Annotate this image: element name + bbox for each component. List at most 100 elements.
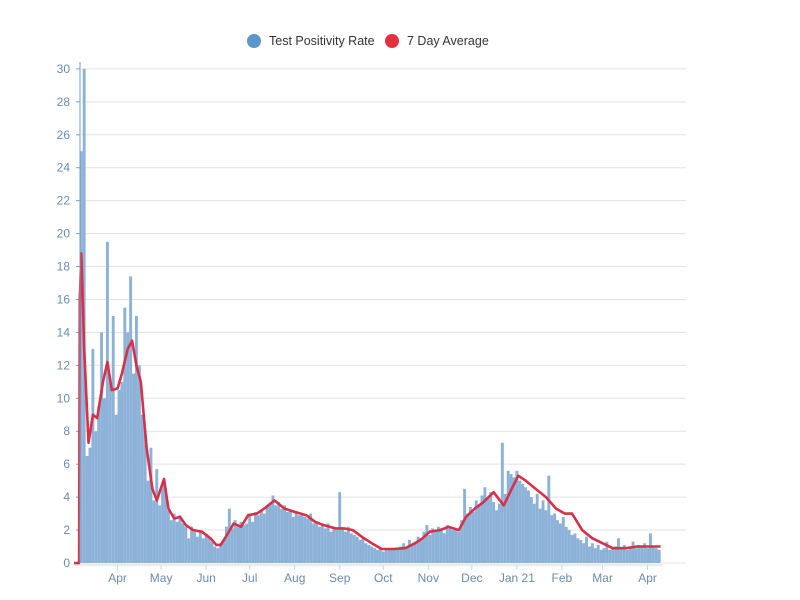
positivity-bar [341, 528, 345, 563]
x-tick-label: Dec [461, 571, 482, 585]
positivity-bar [146, 480, 150, 563]
bar-series [79, 68, 661, 564]
positivity-bar [271, 495, 275, 563]
positivity-bar [410, 544, 414, 563]
legend-item-positivity[interactable]: Test Positivity Rate [247, 34, 375, 48]
y-tick-label: 12 [57, 358, 71, 372]
positivity-bar [239, 521, 243, 563]
legend: Test Positivity Rate 7 Day Average [247, 34, 489, 48]
positivity-bar [161, 483, 165, 563]
positivity-bar [283, 505, 286, 563]
positivity-bar [134, 315, 138, 563]
positivity-bar [439, 530, 443, 563]
positivity-bar [152, 500, 156, 563]
positivity-bar [463, 488, 467, 563]
positivity-bar [541, 500, 545, 563]
positivity-bar [381, 551, 385, 563]
positivity-bar [582, 543, 586, 563]
positivity-bar [132, 373, 135, 563]
positivity-bar [471, 511, 475, 563]
legend-item-average[interactable]: 7 Day Average [385, 34, 489, 48]
positivity-bar [195, 536, 199, 563]
positivity-bar [216, 548, 220, 563]
positivity-bar [105, 241, 109, 563]
positivity-bar [207, 538, 211, 563]
positivity-bar [111, 315, 115, 563]
y-tick-label: 30 [57, 62, 71, 76]
positivity-bar [137, 365, 141, 563]
positivity-bar [617, 538, 620, 563]
positivity-bar [602, 548, 606, 563]
positivity-bar [143, 431, 147, 563]
positivity-bar [457, 531, 461, 563]
positivity-bar [242, 525, 246, 563]
positivity-bar [88, 447, 92, 563]
legend-label-average: 7 Day Average [407, 34, 489, 48]
x-tick-label: Jan 21 [499, 571, 535, 585]
positivity-bar [164, 488, 167, 563]
x-tick-label: Nov [418, 571, 439, 585]
x-tick-label: May [150, 571, 173, 585]
positivity-bar [390, 549, 394, 563]
positivity-bar [213, 546, 217, 563]
positivity-bar [265, 507, 269, 563]
positivity-bar [355, 536, 359, 563]
positivity-bar [646, 548, 649, 563]
positivity-bar [489, 492, 493, 563]
y-tick-label: 16 [57, 292, 71, 306]
positivity-bar [155, 469, 159, 563]
positivity-bar [378, 548, 382, 563]
positivity-bar [254, 511, 257, 563]
positivity-bar [288, 510, 292, 563]
positivity-bar [576, 538, 580, 563]
positivity-bar [648, 533, 652, 563]
positivity-bar [437, 526, 440, 563]
x-tick-label: Apr [638, 571, 657, 585]
gridlines [82, 68, 686, 564]
positivity-bar [219, 543, 223, 563]
positivity-bar [370, 546, 374, 563]
positivity-bar [593, 548, 597, 563]
positivity-bar [126, 332, 130, 563]
positivity-bar [158, 505, 162, 563]
positivity-bar [79, 151, 83, 563]
positivity-bar [590, 543, 594, 563]
positivity-bar [442, 533, 446, 563]
positivity-bar [428, 535, 432, 563]
positivity-bar [233, 520, 237, 563]
positivity-bar [614, 546, 618, 563]
positivity-bar [483, 487, 487, 563]
positivity-bar [326, 523, 330, 563]
positivity-bar [454, 528, 458, 563]
positivity-bar [277, 502, 281, 563]
positivity-bar [637, 544, 641, 563]
positivity-bar [619, 548, 623, 563]
positivity-bar [657, 549, 661, 563]
positivity-bar [172, 513, 176, 563]
x-tick-label: Sep [329, 571, 351, 585]
positivity-bar [451, 530, 455, 563]
positivity-bar [468, 507, 472, 563]
positivity-bar [387, 548, 391, 563]
positivity-bar [622, 544, 626, 563]
positivity-bar [532, 503, 536, 563]
positivity-bar [108, 381, 112, 563]
positivity-bar [361, 538, 365, 563]
positivity-bar [654, 548, 658, 563]
y-tick-label: 0 [63, 556, 70, 570]
y-tick-label: 10 [57, 391, 71, 405]
positivity-bar [527, 490, 530, 563]
positivity-bar [413, 541, 417, 563]
positivity-bar [335, 530, 339, 563]
positivity-bar [91, 348, 95, 563]
positivity-bar [274, 505, 278, 563]
positivity-bar [367, 544, 371, 563]
positivity-bar [422, 531, 426, 563]
positivity-bar [407, 539, 411, 563]
positivity-bar [521, 483, 525, 563]
positivity-bar [466, 513, 469, 563]
positivity-bar [474, 500, 478, 563]
positivity-bar [256, 515, 260, 563]
positivity-bar [506, 470, 510, 563]
positivity-bar [425, 525, 429, 563]
